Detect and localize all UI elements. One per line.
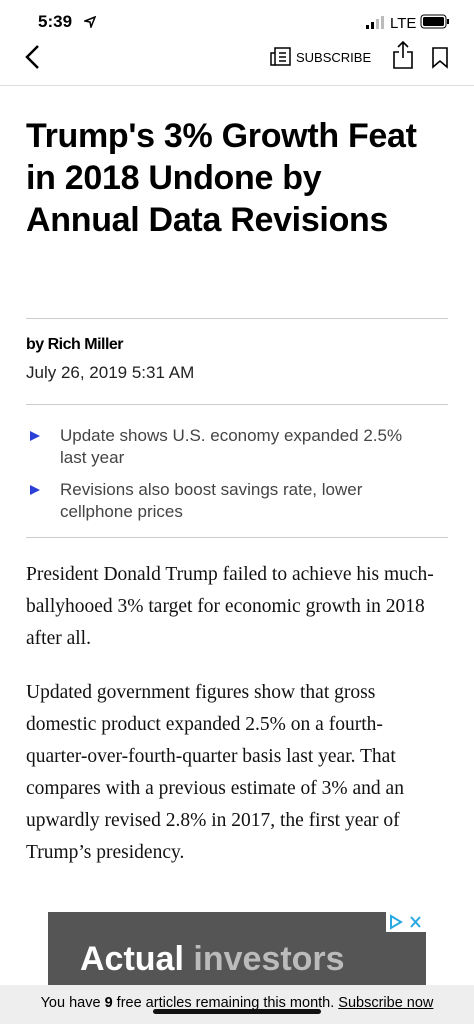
footer-count: 9 [104, 995, 113, 1011]
bullet-text: Revisions also boost savings rate, lower… [60, 480, 363, 521]
location-icon [84, 16, 96, 28]
bullet-item: Update shows U.S. economy expanded 2.5% … [26, 425, 426, 469]
article-title: Trump's 3% Growth Feat in 2018 Undone by… [26, 117, 417, 239]
back-button[interactable] [24, 44, 42, 70]
divider [26, 404, 448, 405]
bookmark-button[interactable] [432, 47, 448, 69]
battery-icon [420, 14, 449, 29]
bullet-text: Update shows U.S. economy expanded 2.5% … [60, 426, 403, 467]
status-time: 5:39 [38, 12, 73, 31]
divider [26, 537, 448, 538]
share-button[interactable] [392, 40, 414, 70]
ad-text: investors [193, 940, 345, 978]
bullet-item: Revisions also boost savings rate, lower… [26, 479, 426, 523]
ad-text: Actual [80, 940, 184, 978]
home-indicator [153, 1009, 321, 1014]
signal-icon [366, 16, 384, 29]
footer-text: You have [40, 995, 101, 1011]
subscribe-icon[interactable] [270, 47, 292, 67]
subscribe-link[interactable]: Subscribe now [338, 995, 434, 1011]
network-label: LTE [390, 15, 417, 32]
footer-text: free articles remaining this month. [116, 995, 335, 1011]
divider [26, 318, 448, 319]
ad-choices[interactable] [386, 912, 426, 932]
subscribe-button[interactable]: SUBSCRIBE [296, 50, 372, 65]
paywall-footer: You have 9 free articles remaining this … [0, 985, 474, 1024]
paragraph: Updated government figures show that gro… [26, 682, 404, 863]
paragraph: President Donald Trump failed to achieve… [26, 564, 434, 649]
header-divider [0, 85, 474, 86]
byline[interactable]: by Rich Miller [26, 336, 124, 353]
advertisement[interactable]: Actual investors [48, 912, 426, 985]
date: July 26, 2019 5:31 AM [26, 363, 195, 382]
